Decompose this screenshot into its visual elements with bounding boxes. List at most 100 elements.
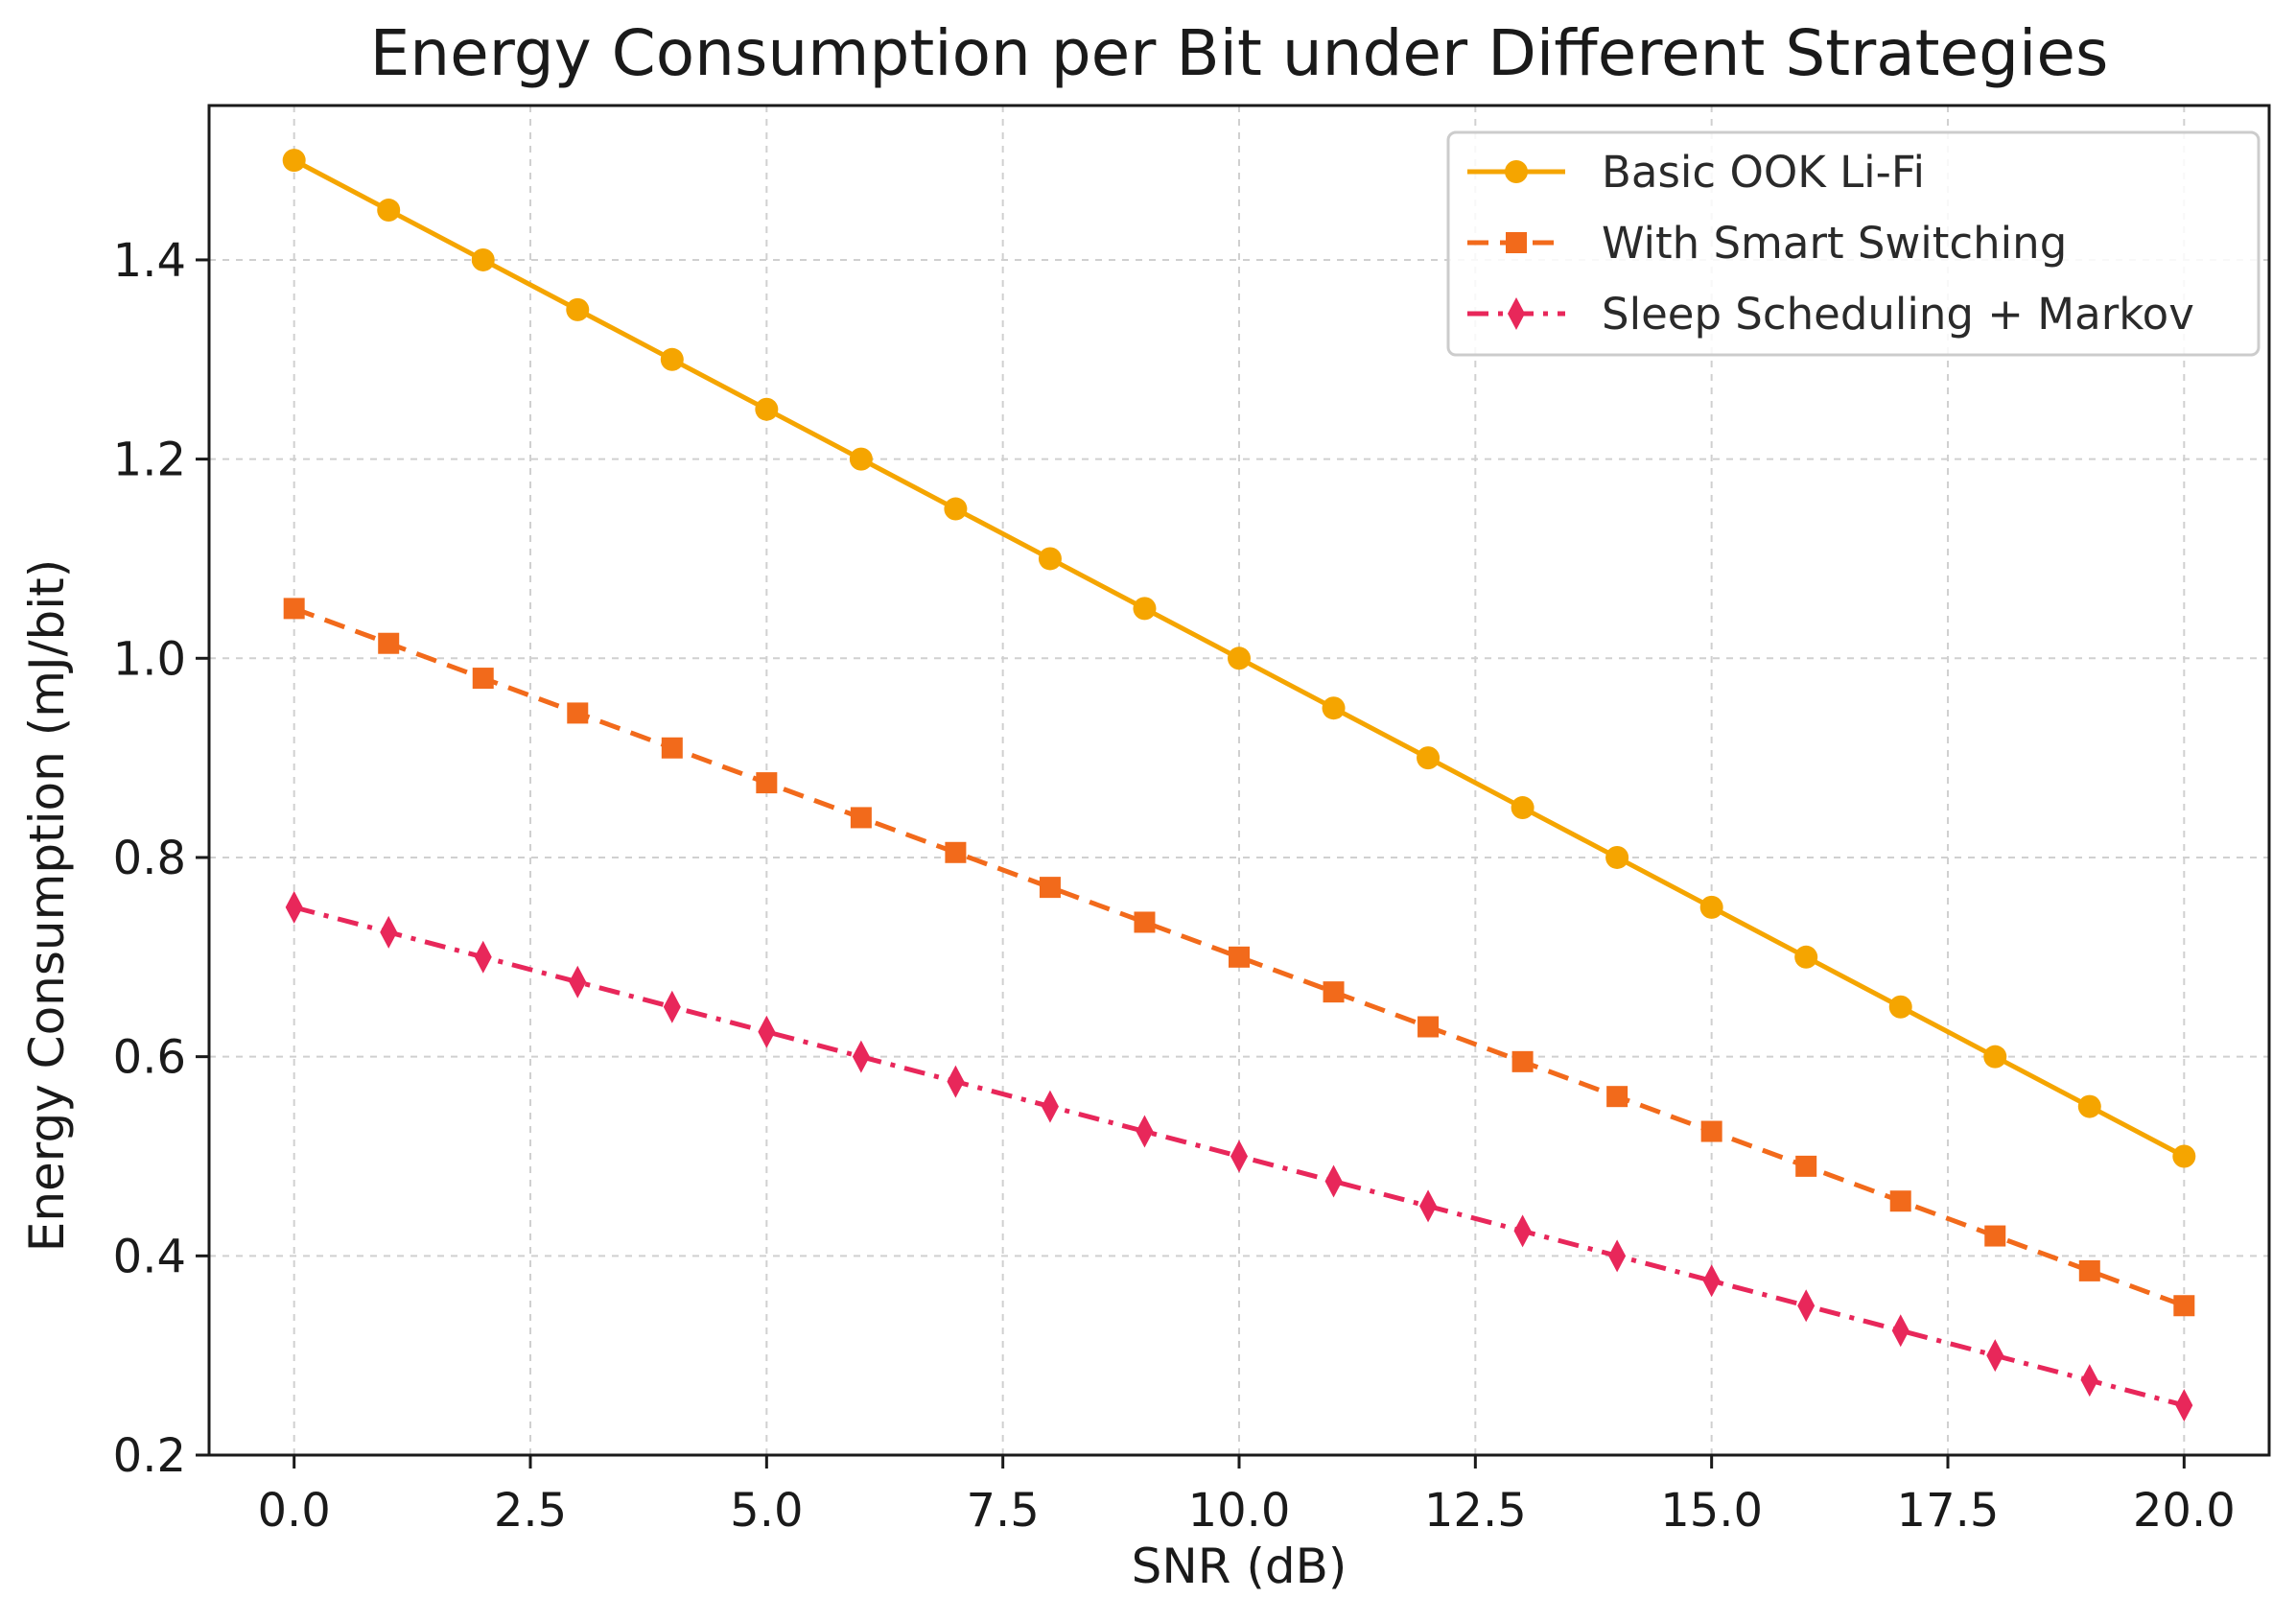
y-tick-label: 1.0: [113, 632, 186, 686]
data-point-circle: [755, 397, 779, 421]
y-axis-label: Energy Consumption (mJ/bit): [19, 559, 75, 1253]
data-point-diamond: [2175, 1389, 2193, 1422]
x-tick-label: 17.5: [1897, 1484, 2000, 1538]
y-tick-label: 0.2: [113, 1429, 186, 1483]
axes: [196, 104, 2271, 1469]
data-point-diamond: [758, 1015, 776, 1048]
data-point-diamond: [1230, 1140, 1248, 1173]
data-point-circle: [1511, 796, 1535, 820]
data-point-square: [1606, 1086, 1628, 1108]
legend-label: Sleep Scheduling + Markov: [1602, 289, 2194, 340]
legend-frame: [1446, 130, 2261, 357]
data-point-diamond: [285, 890, 303, 924]
data-point-circle: [1038, 547, 1062, 571]
x-tick-label: 12.5: [1424, 1484, 1527, 1538]
data-point-diamond: [947, 1065, 965, 1098]
y-tick-label: 0.6: [113, 1031, 186, 1085]
legend-label: With Smart Switching: [1602, 218, 2067, 269]
legend-marker: [1508, 297, 1525, 330]
legend-label: Basic OOK Li-Fi: [1602, 147, 1925, 198]
data-point-square: [1417, 1016, 1440, 1038]
x-tick-label: 7.5: [966, 1484, 1039, 1538]
data-point-diamond: [1041, 1090, 1059, 1123]
data-point-square: [1700, 1120, 1722, 1142]
data-point-circle: [1794, 945, 1818, 969]
series-line: [293, 905, 2185, 1408]
data-point-diamond: [1797, 1289, 1816, 1323]
data-point-square: [2173, 1295, 2195, 1317]
y-tick-label: 1.2: [113, 434, 186, 487]
x-tick-label: 5.0: [730, 1484, 803, 1538]
data-point-circle: [282, 149, 306, 173]
data-point-circle: [377, 199, 401, 223]
x-tick-label: 0.0: [258, 1484, 331, 1538]
data-point-circle: [566, 297, 590, 321]
data-point-diamond: [852, 1040, 870, 1073]
data-point-square: [1039, 877, 1061, 899]
data-point-diamond: [1891, 1314, 1909, 1348]
data-point-circle: [1322, 696, 1346, 720]
data-point-diamond: [1986, 1339, 2004, 1373]
data-point-square: [378, 632, 400, 654]
data-point-square: [2078, 1259, 2100, 1281]
data-point-square: [756, 772, 778, 794]
data-point-square: [1134, 911, 1156, 933]
data-point-circle: [849, 447, 873, 471]
data-point-circle: [1417, 746, 1441, 770]
data-point-diamond: [1136, 1115, 1154, 1148]
data-point-circle: [1699, 895, 1723, 919]
data-point-diamond: [1608, 1239, 1627, 1273]
data-point-square: [1323, 981, 1345, 1003]
legend: Basic OOK Li-Fi With Smart Switching Sleep…: [1446, 130, 2261, 357]
x-tick-label: 2.5: [494, 1484, 567, 1538]
tick-labels: 0.0 2.5 5.0 7.5 10.0 12.5 15.0 17.5 20.0 0.2 0.4 0.…: [113, 234, 2236, 1538]
y-tick-label: 0.4: [113, 1230, 186, 1283]
data-point-square: [472, 668, 494, 690]
data-point-diamond: [1419, 1189, 1438, 1223]
series-line: [293, 606, 2186, 1308]
legend-marker: [1506, 232, 1527, 253]
data-point-square: [661, 737, 683, 759]
data-point-circle: [471, 247, 495, 271]
plot-frame: [207, 104, 2271, 1457]
data-point-diamond: [1702, 1264, 1721, 1298]
x-axis-label: SNR (dB): [1132, 1539, 1347, 1594]
data-point-diamond: [1324, 1164, 1343, 1198]
data-point-diamond: [1513, 1214, 1532, 1248]
data-point-circle: [1888, 995, 1912, 1019]
data-point-circle: [1605, 845, 1629, 869]
legend-marker: [1505, 160, 1528, 183]
x-tick-label: 10.0: [1188, 1484, 1291, 1538]
series-with-smart-switching: [283, 598, 2195, 1317]
data-point-diamond: [569, 965, 587, 999]
series-sleep-scheduling-markov: [285, 890, 2193, 1422]
data-point-square: [283, 598, 305, 620]
data-point-square: [1511, 1050, 1534, 1072]
x-tick-label: 20.0: [2133, 1484, 2236, 1538]
data-point-circle: [2077, 1094, 2101, 1118]
data-point-diamond: [663, 990, 681, 1023]
data-point-square: [1984, 1225, 2006, 1247]
chart-title: Energy Consumption per Bit under Differe…: [370, 16, 2109, 90]
data-point-diamond: [2080, 1364, 2098, 1398]
data-point-circle: [1133, 597, 1157, 621]
data-point-circle: [2172, 1144, 2196, 1168]
data-point-square: [1889, 1190, 1911, 1212]
data-point-circle: [1983, 1045, 2007, 1069]
data-point-circle: [1228, 646, 1251, 670]
y-tick-label: 1.4: [113, 234, 186, 288]
data-point-square: [1229, 946, 1250, 968]
data-point-circle: [660, 347, 684, 371]
series-basic-ook-li-fi: [282, 149, 2196, 1168]
y-tick-label: 0.8: [113, 832, 186, 885]
data-point-square: [567, 702, 589, 724]
data-point-circle: [944, 497, 968, 521]
x-tick-label: 15.0: [1660, 1484, 1763, 1538]
series-group: [282, 149, 2196, 1422]
data-point-square: [850, 807, 872, 829]
data-point-diamond: [380, 915, 398, 949]
data-point-square: [945, 841, 967, 863]
data-point-square: [1795, 1155, 1817, 1177]
data-point-diamond: [474, 940, 492, 974]
